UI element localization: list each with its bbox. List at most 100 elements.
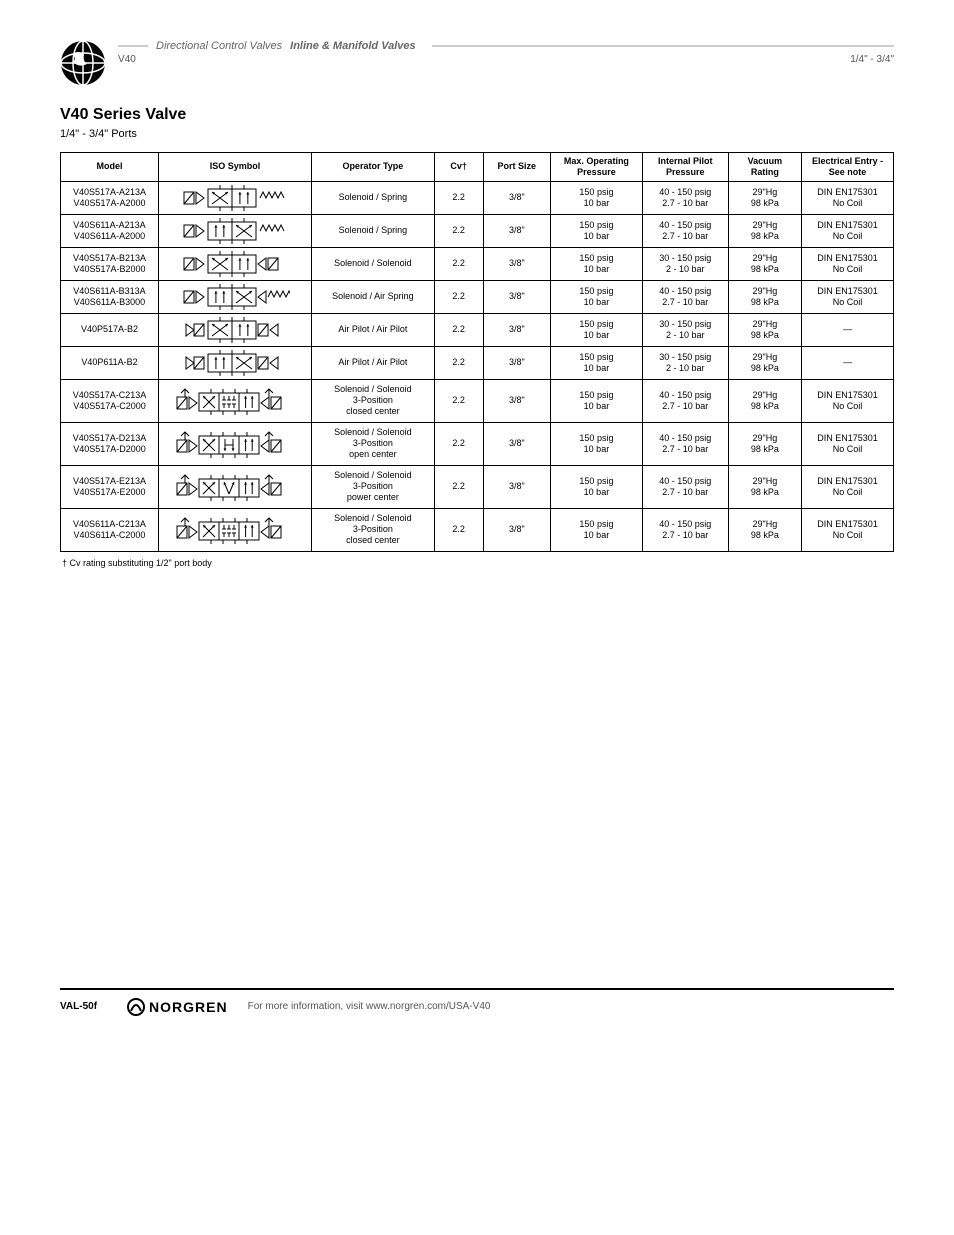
cell-pilot: 40 - 150 psig2.7 - 10 bar xyxy=(642,214,728,247)
cell-model: V40S517A-A213AV40S517A-A2000 xyxy=(61,181,159,214)
cell-symbol xyxy=(159,280,312,313)
cell-operator: Air Pilot / Air Pilot xyxy=(312,313,435,346)
cell-note: DIN EN175301No Coil xyxy=(802,379,894,422)
col-vac: Vacuum Rating xyxy=(728,153,802,182)
cell-model: V40S517A-C213AV40S517A-C2000 xyxy=(61,379,159,422)
cell-symbol xyxy=(159,422,312,465)
cell-note: DIN EN175301No Coil xyxy=(802,280,894,313)
cell-operator: Solenoid / Spring xyxy=(312,214,435,247)
cell-symbol xyxy=(159,313,312,346)
cell-note: — xyxy=(802,313,894,346)
cell-vacuum: 29"Hg98 kPa xyxy=(728,214,802,247)
cell-model: V40P517A-B2 xyxy=(61,313,159,346)
table-row: V40S611A-A213AV40S611A-A2000Solenoid / S… xyxy=(61,214,894,247)
header-sub-right: 1/4" - 3/4" xyxy=(850,54,894,65)
cell-pilot: 40 - 150 psig2.7 - 10 bar xyxy=(642,465,728,508)
cell-port: 3/8" xyxy=(483,247,550,280)
cell-cv: 2.2 xyxy=(434,181,483,214)
cell-pressure: 150 psig10 bar xyxy=(551,379,643,422)
cell-vacuum: 29"Hg98 kPa xyxy=(728,247,802,280)
cell-pressure: 150 psig10 bar xyxy=(551,422,643,465)
cell-pressure: 150 psig10 bar xyxy=(551,214,643,247)
col-port: Port Size xyxy=(483,153,550,182)
cell-pilot: 30 - 150 psig2 - 10 bar xyxy=(642,313,728,346)
cell-model: V40S611A-C213AV40S611A-C2000 xyxy=(61,508,159,551)
cell-operator: Solenoid / Solenoid3-Positionclosed cent… xyxy=(312,508,435,551)
cell-pilot: 40 - 150 psig2.7 - 10 bar xyxy=(642,422,728,465)
cell-port: 3/8" xyxy=(483,280,550,313)
cell-pilot: 30 - 150 psig2 - 10 bar xyxy=(642,346,728,379)
cell-vacuum: 29"Hg98 kPa xyxy=(728,181,802,214)
cell-pressure: 150 psig10 bar xyxy=(551,181,643,214)
col-op: Operator Type xyxy=(312,153,435,182)
cell-vacuum: 29"Hg98 kPa xyxy=(728,465,802,508)
cell-pilot: 30 - 150 psig2 - 10 bar xyxy=(642,247,728,280)
cell-model: V40S517A-E213AV40S517A-E2000 xyxy=(61,465,159,508)
breadcrumb-main: Inline & Manifold Valves xyxy=(290,40,416,52)
cell-pilot: 40 - 150 psig2.7 - 10 bar xyxy=(642,379,728,422)
cell-port: 3/8" xyxy=(483,313,550,346)
brand-icon xyxy=(127,998,145,1016)
cell-port: 3/8" xyxy=(483,422,550,465)
cell-cv: 2.2 xyxy=(434,247,483,280)
cell-cv: 2.2 xyxy=(434,422,483,465)
cell-cv: 2.2 xyxy=(434,313,483,346)
cell-pilot: 40 - 150 psig2.7 - 10 bar xyxy=(642,280,728,313)
cell-note: DIN EN175301No Coil xyxy=(802,508,894,551)
cell-vacuum: 29"Hg98 kPa xyxy=(728,346,802,379)
cell-port: 3/8" xyxy=(483,379,550,422)
table-row: V40S517A-D213AV40S517A-D2000Solenoid / S… xyxy=(61,422,894,465)
cell-operator: Solenoid / Solenoid xyxy=(312,247,435,280)
page-number: VAL-50f xyxy=(60,1001,97,1012)
cell-symbol xyxy=(159,181,312,214)
section-title: V40 Series Valve xyxy=(60,106,894,124)
dagger-note: † Cv rating substituting 1/2" port body xyxy=(62,558,894,568)
col-symbol: ISO Symbol xyxy=(159,153,312,182)
cell-symbol xyxy=(159,465,312,508)
table-row: V40S517A-A213AV40S517A-A2000Solenoid / S… xyxy=(61,181,894,214)
cell-note: DIN EN175301No Coil xyxy=(802,214,894,247)
cell-pilot: 40 - 150 psig2.7 - 10 bar xyxy=(642,508,728,551)
col-pilot: Internal Pilot Pressure xyxy=(642,153,728,182)
cell-cv: 2.2 xyxy=(434,465,483,508)
section-sub: 1/4" - 3/4" Ports xyxy=(60,128,894,140)
cell-cv: 2.2 xyxy=(434,280,483,313)
table-row: V40P611A-B2Air Pilot / Air Pilot2.23/8"1… xyxy=(61,346,894,379)
cell-port: 3/8" xyxy=(483,181,550,214)
cell-symbol xyxy=(159,214,312,247)
cell-operator: Solenoid / Air Spring xyxy=(312,280,435,313)
page-header: Directional Control Valves Inline & Mani… xyxy=(60,40,894,86)
cell-port: 3/8" xyxy=(483,508,550,551)
cell-symbol xyxy=(159,379,312,422)
table-row: V40S517A-E213AV40S517A-E2000 Solenoid / S… xyxy=(61,465,894,508)
cell-port: 3/8" xyxy=(483,346,550,379)
cell-pressure: 150 psig10 bar xyxy=(551,465,643,508)
table-row: V40S517A-C213AV40S517A-C2000Solenoid / S… xyxy=(61,379,894,422)
cell-model: V40P611A-B2 xyxy=(61,346,159,379)
cell-vacuum: 29"Hg98 kPa xyxy=(728,313,802,346)
cell-cv: 2.2 xyxy=(434,214,483,247)
cell-model: V40S611A-B313AV40S611A-B3000 xyxy=(61,280,159,313)
cell-cv: 2.2 xyxy=(434,379,483,422)
page-footer: VAL-50f NORGREN For more information, vi… xyxy=(60,988,894,1016)
table-row: V40S611A-C213AV40S611A-C2000 Solenoid / S… xyxy=(61,508,894,551)
table-row: V40S517A-B213AV40S517A-B2000Solenoid / S… xyxy=(61,247,894,280)
cell-port: 3/8" xyxy=(483,465,550,508)
cell-note: DIN EN175301No Coil xyxy=(802,181,894,214)
cell-note: — xyxy=(802,346,894,379)
cell-symbol xyxy=(159,508,312,551)
cell-cv: 2.2 xyxy=(434,508,483,551)
cell-pressure: 150 psig10 bar xyxy=(551,280,643,313)
table-row: V40P517A-B2 Air Pilot / Air Pilot2.23/8"1… xyxy=(61,313,894,346)
globe-icon xyxy=(60,40,106,86)
cell-operator: Solenoid / Solenoid3-Positionpower cente… xyxy=(312,465,435,508)
table-row: V40S611A-B313AV40S611A-B3000 Solenoid / A… xyxy=(61,280,894,313)
brand-name: NORGREN xyxy=(149,999,228,1015)
cell-pressure: 150 psig10 bar xyxy=(551,313,643,346)
cell-symbol xyxy=(159,247,312,280)
cell-cv: 2.2 xyxy=(434,346,483,379)
cell-note: DIN EN175301No Coil xyxy=(802,247,894,280)
col-note: Electrical Entry - See note xyxy=(802,153,894,182)
cell-pressure: 150 psig10 bar xyxy=(551,346,643,379)
cell-symbol xyxy=(159,346,312,379)
